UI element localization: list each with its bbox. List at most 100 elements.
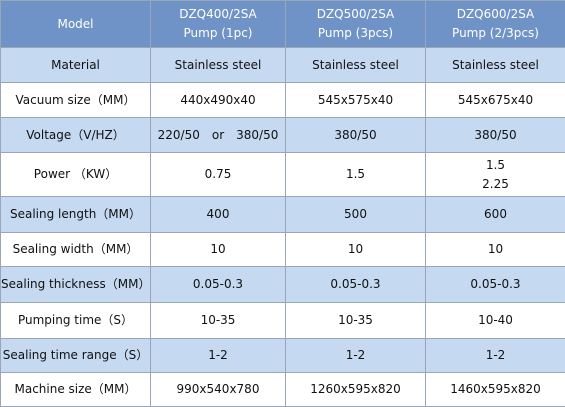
cell-text: 400: [151, 205, 285, 224]
table-cell: 1-2: [286, 339, 426, 373]
table-cell: 220/50 or 380/50: [151, 118, 286, 153]
table-cell: 0.75: [151, 153, 286, 197]
cell-text: 500: [286, 205, 425, 224]
cell-text: 380/50: [286, 126, 425, 145]
table-cell: 10-40: [426, 303, 565, 339]
cell-text: Pump (2/3pcs): [426, 24, 565, 43]
table-cell: 1260x595x820: [286, 373, 426, 407]
cell-text: Material: [1, 56, 150, 75]
table-cell: Stainless steel: [426, 48, 565, 83]
table-cell: 400: [151, 197, 286, 233]
table-cell: Material: [1, 48, 151, 83]
table-cell: 1-2: [151, 339, 286, 373]
table-cell: Power （KW）: [1, 153, 151, 197]
cell-text: Voltage（V/HZ）: [1, 126, 150, 145]
cell-text: Stainless steel: [286, 56, 425, 75]
table-cell: 500: [286, 197, 426, 233]
table-cell: Sealing width（MM）: [1, 233, 151, 267]
cell-text: 1.5: [426, 156, 565, 175]
table-cell: 10: [426, 233, 565, 267]
cell-text: 380/50: [426, 126, 565, 145]
table-cell: 0.05-0.3: [286, 267, 426, 303]
table-cell: 0.05-0.3: [151, 267, 286, 303]
table-cell: 380/50: [286, 118, 426, 153]
cell-text: 545x575x40: [286, 91, 425, 110]
cell-text: Sealing time range（S）: [1, 346, 150, 365]
cell-text: 0.75: [151, 165, 285, 184]
cell-text: 1-2: [151, 346, 285, 365]
table-cell: Machine size（MM）: [1, 373, 151, 407]
cell-text: Vacuum size（MM）: [1, 91, 150, 110]
table-cell: Model: [1, 1, 151, 48]
table-cell: Sealing thickness（MM）: [1, 267, 151, 303]
cell-text: 2.25: [426, 175, 565, 194]
cell-text: 1-2: [286, 346, 425, 365]
cell-text: Sealing length（MM）: [1, 205, 150, 224]
cell-text: 10: [426, 240, 565, 259]
cell-text: 220/50 or 380/50: [151, 126, 285, 145]
cell-text: 440x490x40: [151, 91, 285, 110]
table-cell: 10-35: [151, 303, 286, 339]
cell-text: 0.05-0.3: [151, 275, 285, 294]
table-cell: 10-35: [286, 303, 426, 339]
table-cell: Stainless steel: [286, 48, 426, 83]
cell-text: 1-2: [426, 346, 565, 365]
cell-text: Machine size（MM）: [1, 380, 150, 399]
table-cell: Voltage（V/HZ）: [1, 118, 151, 153]
cell-text: 1260x595x820: [286, 380, 425, 399]
table-cell: Sealing time range（S）: [1, 339, 151, 373]
cell-text: Pump (1pc): [151, 24, 285, 43]
cell-text: 0.05-0.3: [286, 275, 425, 294]
table-cell: 1.5: [286, 153, 426, 197]
cell-text: Power （KW）: [1, 165, 150, 184]
cell-text: DZQ400/2SA: [151, 5, 285, 24]
cell-text: Pump (3pcs): [286, 24, 425, 43]
cell-text: 10: [151, 240, 285, 259]
cell-text: Sealing width（MM）: [1, 240, 150, 259]
cell-text: 10-40: [426, 311, 565, 330]
table-cell: 1-2: [426, 339, 565, 373]
cell-text: 10: [286, 240, 425, 259]
table-cell: 600: [426, 197, 565, 233]
cell-text: 10-35: [151, 311, 285, 330]
cell-text: Stainless steel: [151, 56, 285, 75]
cell-text: 1460x595x820: [426, 380, 565, 399]
cell-text: DZQ500/2SA: [286, 5, 425, 24]
table-cell: 380/50: [426, 118, 565, 153]
cell-text: 990x540x780: [151, 380, 285, 399]
table-cell: 1460x595x820: [426, 373, 565, 407]
cell-text: Sealing thickness（MM）: [1, 275, 150, 294]
table-cell: 10: [151, 233, 286, 267]
table-cell: Sealing length（MM）: [1, 197, 151, 233]
table-cell: Vacuum size（MM）: [1, 83, 151, 118]
cell-text: 1.5: [286, 165, 425, 184]
cell-text: 0.05-0.3: [426, 275, 565, 294]
table-cell: 440x490x40: [151, 83, 286, 118]
table-cell: 545x575x40: [286, 83, 426, 118]
cell-text: Model: [1, 15, 150, 34]
table-cell: 545x675x40: [426, 83, 565, 118]
cell-text: 545x675x40: [426, 91, 565, 110]
table-cell: Pumping time（S）: [1, 303, 151, 339]
cell-text: 600: [426, 205, 565, 224]
table-cell: 10: [286, 233, 426, 267]
table-cell: 990x540x780: [151, 373, 286, 407]
table-cell: 0.05-0.3: [426, 267, 565, 303]
cell-text: DZQ600/2SA: [426, 5, 565, 24]
